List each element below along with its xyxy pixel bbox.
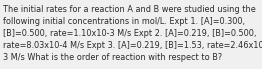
Text: rate=8.03x10-4 M/s Expt 3. [A]=0.219, [B]=1.53, rate=2.46x10-: rate=8.03x10-4 M/s Expt 3. [A]=0.219, [B… bbox=[3, 41, 262, 50]
Text: [B]=0.500, rate=1.10x10-3 M/s Expt 2. [A]=0.219, [B]=0.500,: [B]=0.500, rate=1.10x10-3 M/s Expt 2. [A… bbox=[3, 29, 257, 38]
Text: following initial concentrations in mol/L. Expt 1. [A]=0.300,: following initial concentrations in mol/… bbox=[3, 17, 245, 26]
Text: 3 M/s What is the order of reaction with respect to B?: 3 M/s What is the order of reaction with… bbox=[3, 53, 222, 62]
Text: The initial rates for a reaction A and B were studied using the: The initial rates for a reaction A and B… bbox=[3, 5, 256, 14]
